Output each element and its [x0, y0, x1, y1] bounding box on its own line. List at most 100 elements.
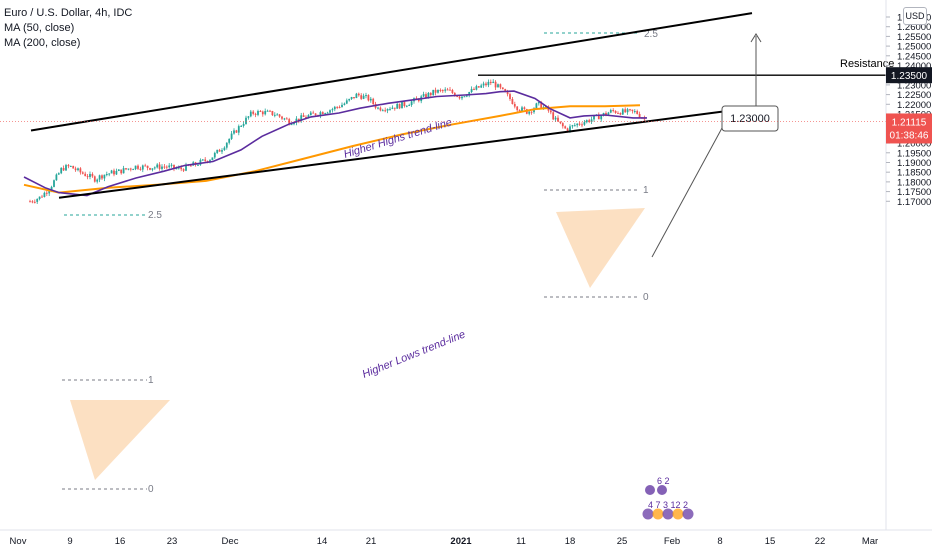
candle-body	[122, 168, 125, 174]
candle-body	[427, 92, 430, 98]
candle-body	[537, 102, 540, 104]
candle-body	[530, 111, 533, 113]
candle-body	[242, 123, 245, 126]
countdown-label: 01:38:46	[890, 130, 929, 141]
fib-label-right-0: 0	[643, 292, 649, 303]
candle-body	[182, 169, 185, 171]
candle-body	[74, 168, 77, 171]
candle-body	[173, 164, 175, 169]
candle-body	[134, 165, 137, 170]
candle-body	[38, 196, 41, 200]
candle-body	[501, 87, 504, 90]
candle-body	[324, 113, 327, 115]
candle-body	[237, 126, 240, 133]
candle-body	[158, 164, 161, 169]
candle-body	[573, 125, 576, 127]
price-tick-label: 1.24000	[897, 61, 931, 72]
candle-body	[557, 117, 559, 122]
candle-body	[386, 108, 389, 111]
candle-body	[180, 167, 183, 170]
candle-body	[295, 118, 298, 123]
candle-body	[357, 93, 360, 96]
candle-body	[624, 109, 627, 113]
time-tick-label: 21	[366, 536, 377, 547]
chart-legend: Euro / U.S. Dollar, 4h, IDC MA (50, clos…	[4, 6, 132, 51]
candle-body	[504, 89, 507, 93]
events-row-2: 4 7 3 12 2	[648, 500, 688, 510]
price-tick-label: 1.26000	[897, 22, 931, 33]
candle-body	[43, 192, 46, 198]
resistance-price-tag-label: 1.23500	[891, 71, 928, 82]
time-tick-label: Dec	[222, 536, 239, 547]
candle-body	[153, 167, 156, 169]
candle-body	[348, 98, 351, 101]
resistance-price-tag	[886, 67, 932, 84]
candle-body	[302, 115, 305, 117]
candle-body	[79, 168, 82, 173]
event-icon	[657, 485, 667, 495]
candle-body	[165, 166, 168, 168]
candle-body	[326, 112, 329, 114]
candle-body	[156, 164, 159, 168]
candle-body	[552, 112, 555, 120]
time-axis[interactable]: Nov 9 16 23 Dec 14 21 2021 11 18 25 Feb 8 15 22 Mar	[10, 536, 879, 547]
current-price-tag	[886, 113, 932, 144]
candle-body	[197, 164, 199, 166]
candle-body	[367, 95, 370, 101]
candle-body	[72, 165, 75, 169]
candle-body	[213, 152, 216, 158]
fib-label-right-1: 1	[643, 185, 649, 196]
price-tick-label: 1.25500	[897, 32, 931, 43]
candle-body	[204, 159, 207, 161]
candle-body	[389, 108, 391, 110]
candle-body	[566, 128, 569, 131]
ma200-legend[interactable]: MA (200, close)	[4, 37, 81, 49]
candle-body	[401, 102, 403, 109]
candle-body	[540, 102, 543, 109]
candle-body	[113, 170, 115, 175]
currency-button[interactable]: USD	[903, 7, 927, 25]
event-icon	[682, 508, 694, 520]
time-tick-label: 18	[565, 536, 576, 547]
candle-body	[266, 110, 269, 112]
candle-body	[144, 165, 147, 167]
candle-body	[98, 175, 101, 180]
candle-body	[108, 173, 111, 175]
fib-label-left-2-5: 2.5	[148, 210, 162, 221]
candle-body	[384, 110, 387, 112]
symbol-title[interactable]: Euro / U.S. Dollar, 4h, IDC	[4, 7, 133, 19]
ma50-legend[interactable]: MA (50, close)	[4, 22, 75, 34]
candle-body	[168, 165, 171, 168]
resistance-label: Resistance	[840, 58, 894, 70]
higher-highs-trendline	[30, 12, 753, 132]
candle-body	[494, 81, 497, 88]
event-icon	[642, 508, 654, 520]
ma200-line	[23, 104, 641, 194]
candle-body	[271, 110, 274, 116]
candle-body	[441, 90, 444, 92]
candle-body	[117, 169, 120, 171]
candle-body	[458, 96, 461, 99]
candle-body	[365, 95, 367, 97]
candle-body	[91, 173, 94, 177]
price-tick-label: 1.24500	[897, 51, 931, 62]
events-row-1: 6 2	[657, 476, 670, 486]
candle-body	[355, 93, 358, 99]
candle-body	[177, 167, 180, 169]
price-tick-label: 1.20000	[897, 139, 931, 150]
current-price-tag-label: 1.21115	[892, 117, 927, 128]
candle-body	[631, 109, 634, 112]
candle-body	[341, 104, 343, 108]
candle-body	[432, 89, 435, 96]
candle-body	[149, 167, 151, 170]
candle-body	[93, 176, 96, 182]
candle-body	[470, 88, 473, 93]
candle-body	[67, 165, 70, 167]
candle-body	[283, 118, 286, 120]
event-icon	[672, 508, 684, 520]
candle-body	[372, 98, 375, 105]
candle-body	[396, 103, 399, 109]
candle-body	[633, 111, 636, 113]
